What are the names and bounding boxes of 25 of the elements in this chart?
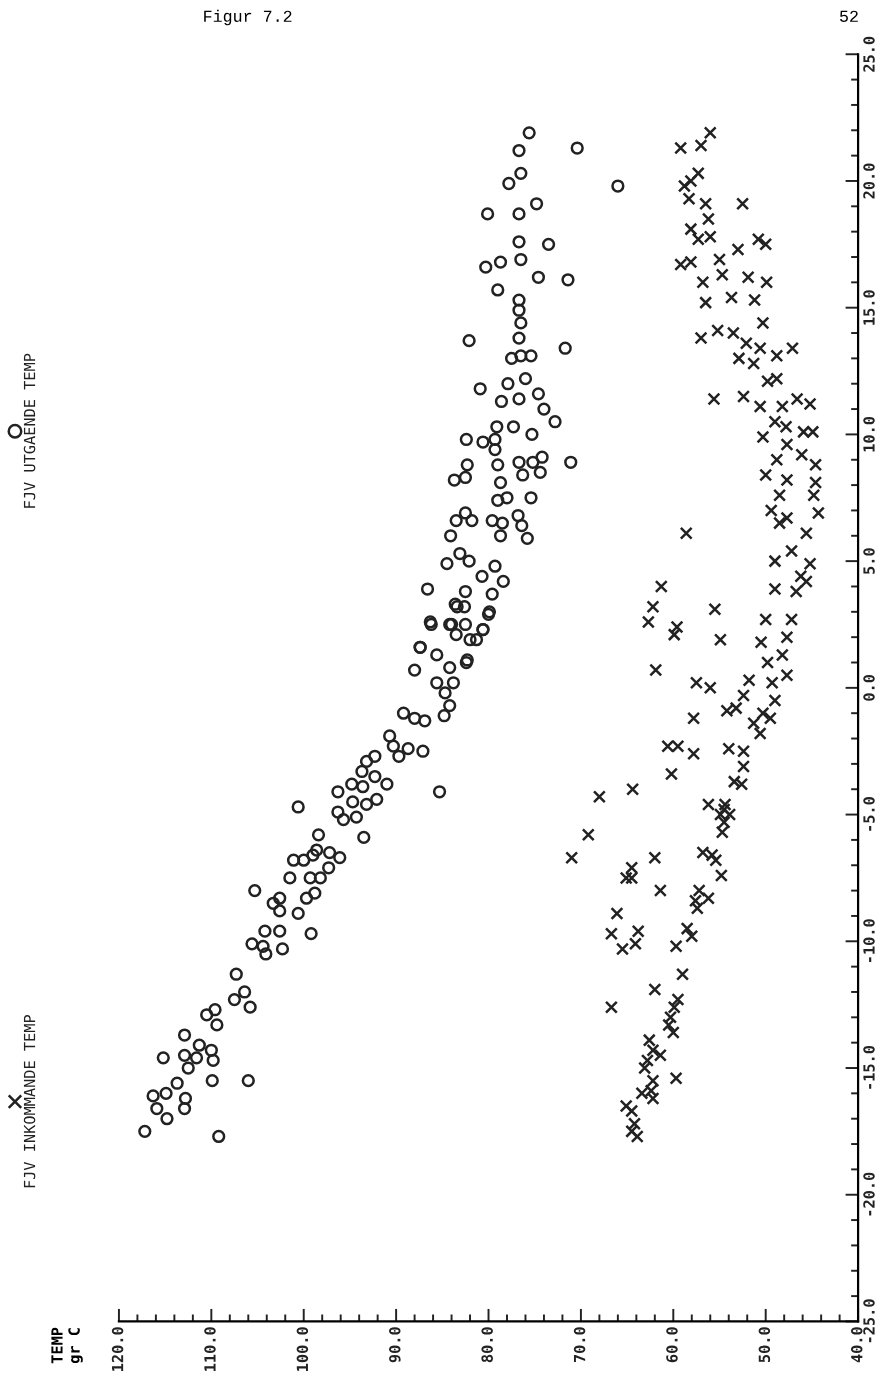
x-tick-label: 120.0	[111, 1327, 124, 1371]
y-tick-label: 20.0	[863, 163, 875, 199]
y-tick-label: -25.0	[863, 1299, 875, 1343]
text: TEMP gr C	[51, 1327, 83, 1364]
y-tick-label: 15.0	[863, 290, 875, 325]
y-tick-label: -10.0	[863, 919, 875, 963]
x-tick-label: 110.0	[204, 1327, 216, 1371]
x-tick-label: 60.0	[666, 1327, 678, 1363]
y-tick-label: 0.0	[863, 674, 875, 701]
y-tick-label: 25.0	[863, 36, 875, 72]
x-tick-label: 50.0	[758, 1327, 771, 1363]
chart-title: Figur 7.2	[204, 9, 292, 26]
x-tick-label: 80.0	[481, 1327, 493, 1363]
text: 52	[840, 10, 858, 22]
legend-label: FJV UTGAENDE TEMP	[23, 353, 36, 508]
y-tick-label: 5.0	[863, 548, 875, 574]
x-tick-label: 90.0	[389, 1327, 401, 1363]
x-tick-label: 40.0	[850, 1327, 863, 1363]
y-tick-label: 10.0	[863, 416, 875, 452]
y-tick-label: -5.0	[863, 797, 875, 831]
x-tick-label: 100.0	[296, 1327, 309, 1371]
y-tick-label: -20.0	[863, 1172, 875, 1216]
x-tick-label: 70.0	[573, 1327, 586, 1363]
y-tick-label: -15.0	[863, 1045, 875, 1089]
legend-label: FJV INKOMMANDE TEMP	[23, 1014, 36, 1188]
